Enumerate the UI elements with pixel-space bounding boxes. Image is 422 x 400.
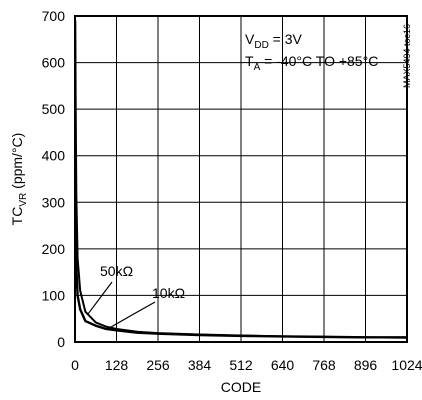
y-axis-title: TCVR (ppm/°C) [9,133,29,226]
series-line-10k [74,20,407,339]
y-tick-label: 300 [42,194,66,210]
ta-rest: = -40°C TO +85°C [260,53,378,69]
ta-base: T [245,53,254,69]
annotation-10k-leader [107,301,156,330]
vdd-condition: VDD = 3V [245,31,303,51]
x-tick-label: 0 [71,357,79,373]
ta-condition: TA = -40°C TO +85°C [245,53,378,73]
x-tick-label: 640 [271,357,295,373]
y-tick-label: 0 [57,334,65,350]
x-axis-title: CODE [221,379,261,395]
vdd-rest: = 3V [269,31,303,47]
x-tick-label: 512 [229,357,253,373]
ta-sub: A [254,62,261,73]
x-tick-label: 1024 [391,357,422,373]
y-tick-label: 400 [42,148,66,164]
y-axis-title-base: TC [9,207,25,226]
series-layer [74,20,407,339]
annotation-10k-label: 10kΩ [152,285,185,301]
y-tick-label: 200 [42,241,66,257]
x-tick-label: 256 [146,357,170,373]
vdd-base: V [245,31,255,47]
y-axis-title-sub: VR [18,193,29,207]
conditions-box: VDD = 3V TA = -40°C TO +85°C [245,31,378,73]
y-tick-label: 100 [42,287,66,303]
x-tick-label: 384 [188,357,212,373]
grid-lines [75,16,407,342]
annotation-layer: 50kΩ 10kΩ [87,263,185,330]
x-tick-labels: 0 128 256 384 512 640 768 896 1024 [71,357,422,373]
x-tick-label: 896 [354,357,378,373]
x-tick-label: 768 [312,357,336,373]
vdd-sub: DD [254,40,268,51]
x-tick-label: 128 [105,357,129,373]
y-tick-label: 700 [42,8,66,24]
plot-frame [74,15,408,343]
y-tick-labels: 0 100 200 300 400 500 600 700 [42,8,66,350]
y-tick-label: 500 [42,101,66,117]
annotation-50k-label: 50kΩ [100,263,133,279]
figure-id-tag: MAX5494 toc16 [402,24,412,88]
annotation-50k-leader [87,281,113,315]
y-axis-title-rest: (ppm/°C) [9,133,25,193]
y-tick-label: 600 [42,55,66,71]
